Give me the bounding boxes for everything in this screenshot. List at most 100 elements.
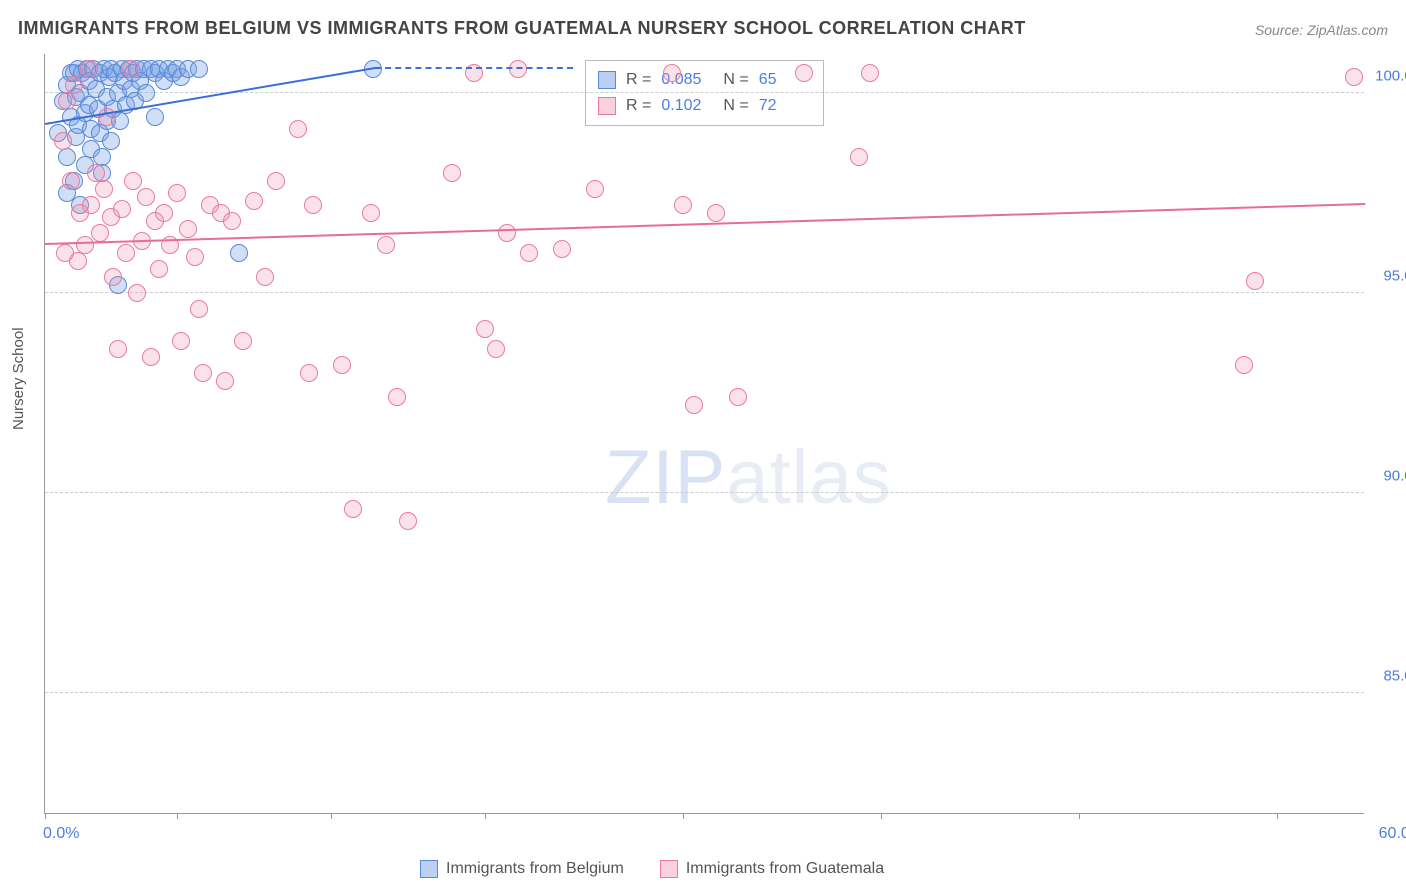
x-axis-min-label: 0.0% bbox=[43, 825, 79, 843]
legend-item-guatemala: Immigrants from Guatemala bbox=[660, 860, 884, 878]
x-tick bbox=[1277, 813, 1278, 819]
scatter-point-belgium bbox=[190, 60, 208, 78]
gridline bbox=[45, 92, 1364, 93]
scatter-point-guatemala bbox=[65, 76, 83, 94]
scatter-point-guatemala bbox=[1345, 68, 1363, 86]
scatter-point-guatemala bbox=[82, 196, 100, 214]
scatter-point-guatemala bbox=[443, 164, 461, 182]
swatch-belgium bbox=[598, 71, 616, 89]
scatter-point-guatemala bbox=[223, 212, 241, 230]
scatter-point-guatemala bbox=[172, 332, 190, 350]
scatter-point-guatemala bbox=[1246, 272, 1264, 290]
trendline-guatemala bbox=[45, 203, 1365, 245]
n-label: N = bbox=[723, 93, 748, 119]
scatter-point-guatemala bbox=[267, 172, 285, 190]
scatter-point-guatemala bbox=[861, 64, 879, 82]
scatter-point-guatemala bbox=[520, 244, 538, 262]
scatter-point-guatemala bbox=[109, 340, 127, 358]
x-tick bbox=[1079, 813, 1080, 819]
x-tick bbox=[331, 813, 332, 819]
scatter-point-guatemala bbox=[333, 356, 351, 374]
x-axis-max-label: 60.0% bbox=[1379, 825, 1406, 843]
gridline bbox=[45, 692, 1364, 693]
legend-item-belgium: Immigrants from Belgium bbox=[420, 860, 624, 878]
scatter-point-guatemala bbox=[586, 180, 604, 198]
scatter-point-guatemala bbox=[304, 196, 322, 214]
scatter-point-guatemala bbox=[150, 260, 168, 278]
scatter-point-guatemala bbox=[256, 268, 274, 286]
y-tick-label: 85.0% bbox=[1370, 668, 1406, 685]
scatter-point-guatemala bbox=[399, 512, 417, 530]
stats-row-guatemala: R = 0.102 N = 72 bbox=[598, 93, 811, 119]
scatter-point-guatemala bbox=[95, 180, 113, 198]
stats-legend: R = 0.085 N = 65 R = 0.102 N = 72 bbox=[585, 60, 824, 126]
legend-label-belgium: Immigrants from Belgium bbox=[446, 860, 624, 878]
x-tick bbox=[177, 813, 178, 819]
n-value-guatemala: 72 bbox=[759, 93, 811, 119]
y-axis-label: Nursery School bbox=[10, 327, 27, 430]
scatter-point-guatemala bbox=[113, 200, 131, 218]
y-tick-label: 90.0% bbox=[1370, 468, 1406, 485]
scatter-point-guatemala bbox=[344, 500, 362, 518]
scatter-point-guatemala bbox=[190, 300, 208, 318]
scatter-point-guatemala bbox=[553, 240, 571, 258]
trendline-belgium-dash bbox=[375, 67, 573, 69]
scatter-point-guatemala bbox=[80, 60, 98, 78]
watermark-atlas: atlas bbox=[726, 435, 892, 520]
scatter-point-guatemala bbox=[498, 224, 516, 242]
scatter-point-guatemala bbox=[76, 236, 94, 254]
scatter-point-guatemala bbox=[117, 244, 135, 262]
r-value-guatemala: 0.102 bbox=[661, 93, 713, 119]
scatter-point-guatemala bbox=[289, 120, 307, 138]
n-label: N = bbox=[723, 67, 748, 93]
scatter-point-belgium bbox=[146, 108, 164, 126]
scatter-point-belgium bbox=[137, 84, 155, 102]
r-label: R = bbox=[626, 93, 651, 119]
scatter-point-guatemala bbox=[487, 340, 505, 358]
scatter-point-guatemala bbox=[155, 204, 173, 222]
scatter-point-guatemala bbox=[850, 148, 868, 166]
scatter-point-guatemala bbox=[729, 388, 747, 406]
x-tick bbox=[881, 813, 882, 819]
scatter-point-guatemala bbox=[122, 60, 140, 78]
scatter-point-guatemala bbox=[58, 92, 76, 110]
y-tick-label: 95.0% bbox=[1370, 268, 1406, 285]
x-tick bbox=[45, 813, 46, 819]
scatter-point-guatemala bbox=[476, 320, 494, 338]
scatter-point-guatemala bbox=[128, 284, 146, 302]
scatter-point-guatemala bbox=[685, 396, 703, 414]
scatter-point-guatemala bbox=[186, 248, 204, 266]
gridline bbox=[45, 492, 1364, 493]
scatter-point-belgium bbox=[230, 244, 248, 262]
y-tick-label: 100.0% bbox=[1370, 68, 1406, 85]
scatter-point-guatemala bbox=[663, 64, 681, 82]
scatter-point-guatemala bbox=[91, 224, 109, 242]
scatter-point-guatemala bbox=[509, 60, 527, 78]
swatch-guatemala bbox=[598, 97, 616, 115]
scatter-point-guatemala bbox=[54, 132, 72, 150]
scatter-point-guatemala bbox=[795, 64, 813, 82]
scatter-point-guatemala bbox=[124, 172, 142, 190]
scatter-point-belgium bbox=[58, 148, 76, 166]
stats-row-belgium: R = 0.085 N = 65 bbox=[598, 67, 811, 93]
x-tick bbox=[683, 813, 684, 819]
scatter-point-guatemala bbox=[300, 364, 318, 382]
legend-swatch-guatemala bbox=[660, 860, 678, 878]
scatter-point-guatemala bbox=[377, 236, 395, 254]
gridline bbox=[45, 292, 1364, 293]
watermark-zip: ZIP bbox=[605, 435, 726, 520]
legend-label-guatemala: Immigrants from Guatemala bbox=[686, 860, 884, 878]
scatter-point-guatemala bbox=[179, 220, 197, 238]
scatter-point-guatemala bbox=[216, 372, 234, 390]
scatter-point-guatemala bbox=[245, 192, 263, 210]
chart-title: IMMIGRANTS FROM BELGIUM VS IMMIGRANTS FR… bbox=[18, 18, 1026, 39]
scatter-point-guatemala bbox=[674, 196, 692, 214]
scatter-point-guatemala bbox=[104, 268, 122, 286]
scatter-point-guatemala bbox=[388, 388, 406, 406]
r-label: R = bbox=[626, 67, 651, 93]
scatter-point-guatemala bbox=[194, 364, 212, 382]
scatter-point-guatemala bbox=[1235, 356, 1253, 374]
plot-area: R = 0.085 N = 65 R = 0.102 N = 72 ZIPatl… bbox=[44, 54, 1364, 814]
legend-swatch-belgium bbox=[420, 860, 438, 878]
scatter-point-guatemala bbox=[234, 332, 252, 350]
